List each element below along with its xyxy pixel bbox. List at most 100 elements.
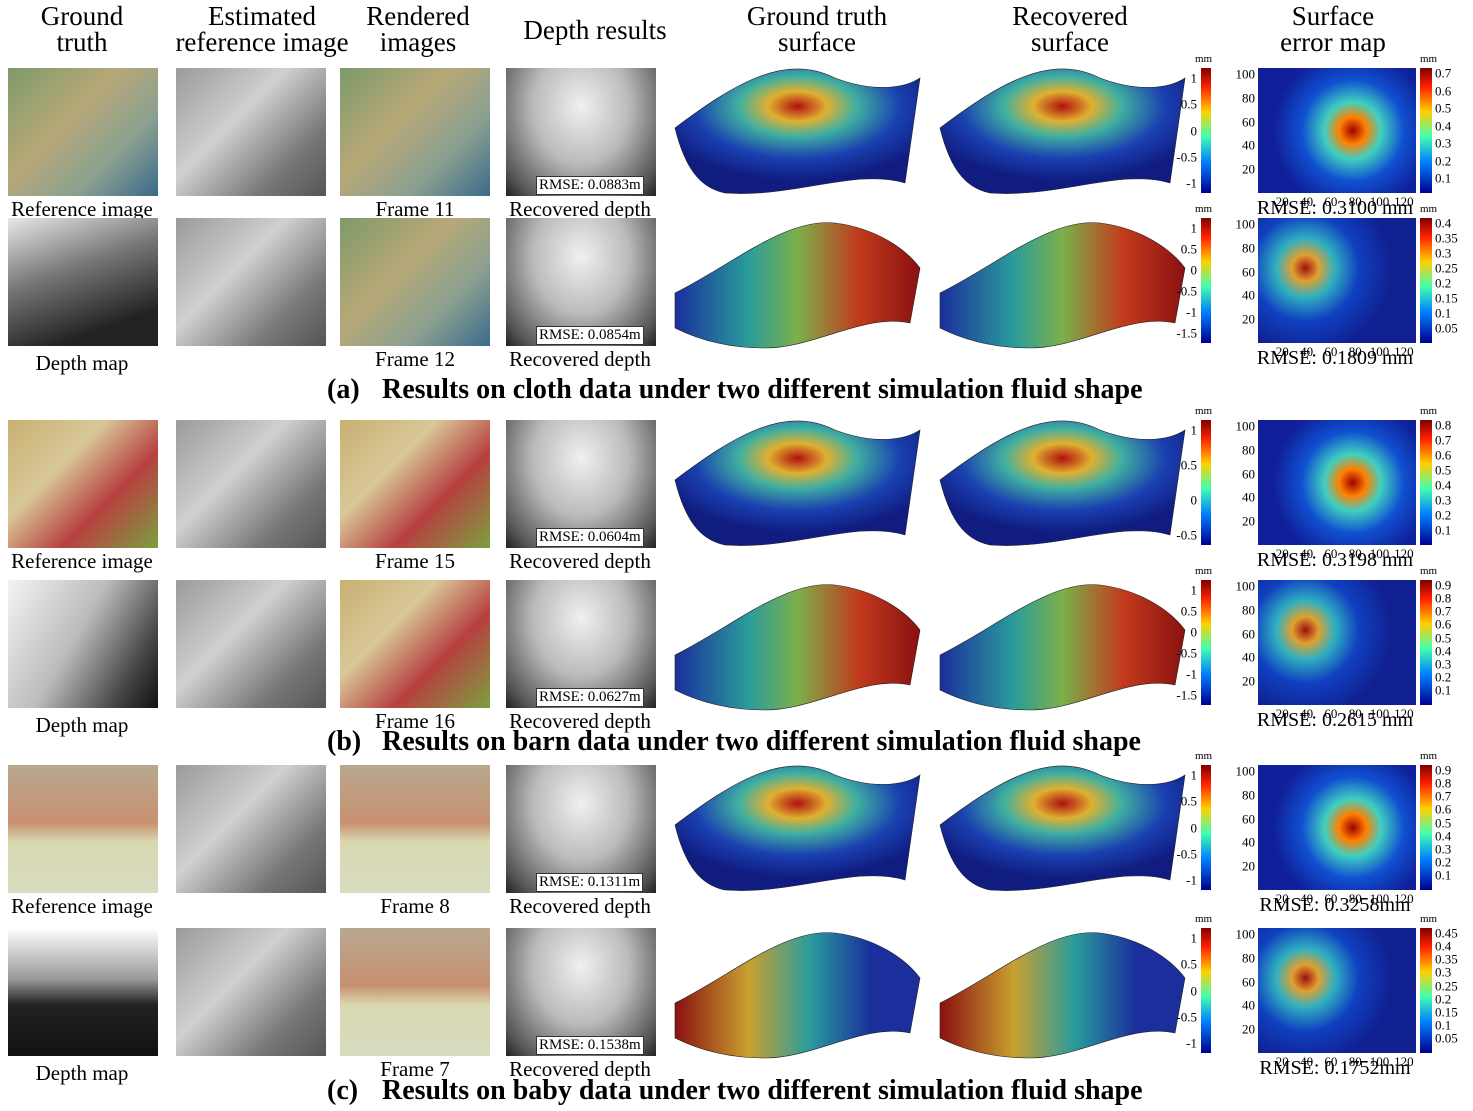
caption-label: (c) [327, 1077, 358, 1105]
column-header: Ground truth [747, 3, 887, 29]
error-y-tick: 40 [1242, 836, 1255, 849]
error-y-tick: 20 [1242, 860, 1255, 873]
error-tick: 0.4 [1435, 119, 1451, 132]
frame-label: Frame 16 [375, 711, 455, 732]
error-tick: 0.8 [1435, 419, 1451, 432]
error-tick: 0.5 [1435, 631, 1451, 644]
rendered-image [340, 218, 490, 346]
ground-truth-image [8, 765, 158, 893]
error-y-tick: 60 [1242, 627, 1255, 640]
surface-unit: mm [1195, 204, 1212, 215]
surface-tick: -0.5 [1176, 847, 1197, 860]
error-rmse: RMSE: 0.3198 mm [1257, 550, 1413, 570]
surface-tick: -1 [1186, 668, 1197, 681]
ground-truth-image [8, 420, 158, 548]
recovered-surface [930, 755, 1192, 900]
surface-mesh [940, 933, 1185, 1058]
depth-label: Recovered depth [509, 349, 651, 370]
error-tick: 0.5 [1435, 464, 1451, 477]
surface-mesh [940, 69, 1185, 194]
error-rmse: RMSE: 0.3100 mm [1257, 198, 1413, 218]
surface-tick: 0.5 [1181, 958, 1197, 971]
error-rmse: RMSE: 0.1752mm [1259, 1058, 1410, 1078]
error-tick: 0.2 [1435, 670, 1451, 683]
surface-tick: -1 [1186, 177, 1197, 190]
figure: GroundtruthEstimatedreference imageRende… [0, 0, 1473, 1111]
error-tick: 0.8 [1435, 592, 1451, 605]
error-y-tick: 80 [1242, 603, 1255, 616]
error-y-tick: 100 [1236, 419, 1256, 432]
recovered-surface [930, 410, 1192, 555]
error-y-tick: 20 [1242, 1023, 1255, 1036]
ground-truth-label: Reference image [11, 551, 153, 572]
depth-rmse: RMSE: 0.0854m [536, 326, 644, 345]
error-tick: 0.3 [1435, 137, 1451, 150]
frame-label: Frame 12 [375, 349, 455, 370]
error-y-tick: 60 [1242, 975, 1255, 988]
surface-tick: 1 [1191, 72, 1198, 85]
error-map [1258, 68, 1416, 193]
error-y-tick: 100 [1236, 927, 1256, 940]
error-y-tick: 80 [1242, 241, 1255, 254]
depth-label: Recovered depth [509, 199, 651, 220]
error-rmse: RMSE: 0.3258mm [1259, 895, 1410, 915]
surface-mesh [675, 421, 920, 546]
error-tick: 0.2 [1435, 154, 1451, 167]
error-y-tick: 40 [1242, 139, 1255, 152]
error-tick: 0.7 [1435, 790, 1451, 803]
rendered-image [340, 765, 490, 893]
surface-tick: 0 [1191, 984, 1198, 997]
error-tick: 0.1 [1435, 1018, 1451, 1031]
surface-tick: -0.5 [1176, 529, 1197, 542]
error-y-tick: 60 [1242, 467, 1255, 480]
error-tick: 0.4 [1435, 479, 1451, 492]
surface-tick: -1 [1186, 306, 1197, 319]
ground-truth-label: Reference image [11, 896, 153, 917]
error-tick: 0.6 [1435, 803, 1451, 816]
error-y-tick: 60 [1242, 265, 1255, 278]
surface-tick: -0.5 [1176, 285, 1197, 298]
error-tick: 0.4 [1435, 940, 1451, 953]
estimated-reference-image [176, 218, 326, 346]
depth-label: Recovered depth [509, 896, 651, 917]
error-unit: mm [1420, 566, 1437, 577]
surface-mesh [675, 585, 920, 710]
error-unit: mm [1420, 204, 1437, 215]
error-tick: 0.2 [1435, 509, 1451, 522]
error-map [1258, 765, 1416, 890]
column-header: error map [1280, 29, 1386, 55]
ground-truth-surface [665, 755, 927, 900]
error-map [1258, 928, 1416, 1053]
recovered-surface [930, 570, 1192, 715]
column-header: Recovered [1012, 3, 1127, 29]
surface-tick: -0.5 [1176, 150, 1197, 163]
surface-tick: 0 [1191, 264, 1198, 277]
error-tick: 0.1 [1435, 172, 1451, 185]
ground-truth-surface [665, 570, 927, 715]
surface-tick: 0.5 [1181, 605, 1197, 618]
ground-truth-surface [665, 918, 927, 1063]
surface-mesh [940, 223, 1185, 348]
error-tick: 0.1 [1435, 524, 1451, 537]
rendered-image [340, 420, 490, 548]
ground-truth-label: Reference image [11, 199, 153, 220]
column-header: images [380, 29, 456, 55]
rendered-image [340, 580, 490, 708]
estimated-reference-image [176, 928, 326, 1056]
recovered-surface [930, 208, 1192, 353]
surface-tick: -0.5 [1176, 647, 1197, 660]
error-tick: 0.3 [1435, 494, 1451, 507]
column-header: Depth results [523, 17, 666, 43]
error-tick: 0.9 [1435, 764, 1451, 777]
error-y-tick: 80 [1242, 788, 1255, 801]
depth-rmse: RMSE: 0.1311m [536, 873, 643, 892]
error-map [1258, 580, 1416, 705]
error-colorbar [1420, 580, 1432, 705]
surface-tick: 0 [1191, 626, 1198, 639]
error-rmse: RMSE: 0.1809 mm [1257, 348, 1413, 368]
frame-label: Frame 8 [380, 896, 449, 917]
surface-mesh [675, 766, 920, 891]
error-y-tick: 40 [1242, 651, 1255, 664]
surface-tick: -1.5 [1176, 327, 1197, 340]
depth-label: Recovered depth [509, 551, 651, 572]
